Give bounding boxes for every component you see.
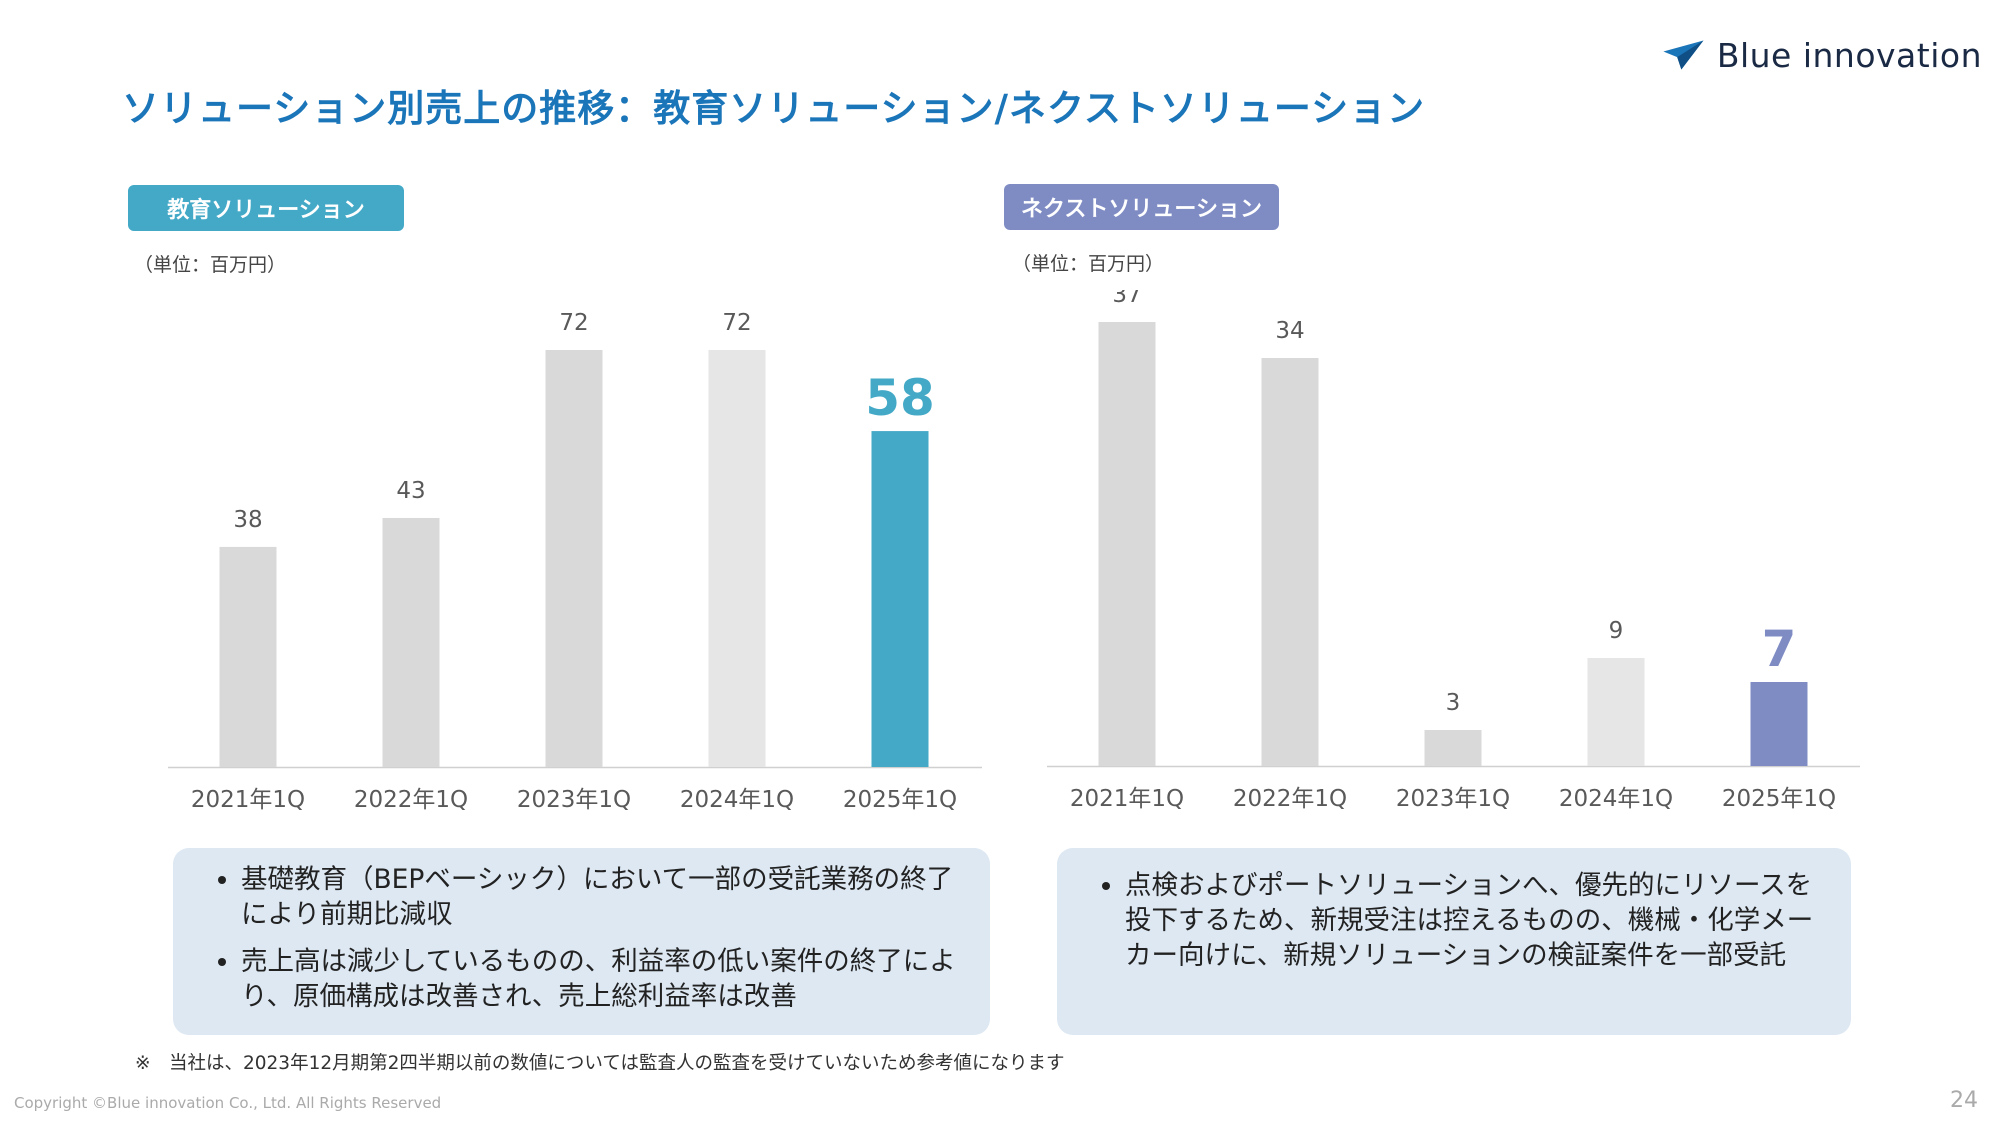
data-label: 7 (1762, 620, 1797, 678)
data-label: 72 (559, 310, 588, 336)
x-tick-label: 2021年1Q (191, 787, 305, 813)
note-item: 売上高は減少しているものの、利益率の低い案件の終了により、原価構成は改善され、売… (241, 944, 960, 1014)
chart-education: 38 2021年1Q 43 2022年1Q 72 2023年1Q 72 2024年1Q 58 20… (160, 290, 1000, 830)
x-tick-label: 2024年1Q (1559, 786, 1673, 812)
bar-2024年1Q (1587, 658, 1645, 766)
section-label-education: 教育ソリューション (128, 185, 404, 231)
bar-2022年1Q (1261, 358, 1319, 766)
note-item: 点検およびポートソリューションへ、優先的にリソースを投下するため、新規受注は控え… (1125, 868, 1821, 973)
x-tick-label: 2023年1Q (517, 787, 631, 813)
bar-2021年1Q (1098, 322, 1156, 766)
company-logo: Blue innovation (1662, 30, 1982, 80)
data-label: 9 (1609, 618, 1624, 644)
data-label: 38 (233, 507, 262, 533)
x-tick-label: 2023年1Q (1396, 786, 1510, 812)
unit-label-next: （単位：百万円） (1012, 253, 1165, 275)
bar-2023年1Q (545, 350, 603, 767)
chart-education-svg: 38 2021年1Q 43 2022年1Q 72 2023年1Q 72 2024年1Q 58 20… (168, 310, 982, 813)
chart-next-svg: 37 2021年1Q 34 2022年1Q 3 2023年1Q 9 2024年1Q 7 2025年… (1047, 290, 1860, 812)
copyright: Copyright ©Blue innovation Co., Ltd. All… (14, 1094, 442, 1112)
bar-2021年1Q (219, 546, 277, 767)
data-label: 43 (396, 478, 425, 504)
section-label-next: ネクストソリューション (1004, 184, 1279, 230)
note-item: 基礎教育（BEPベーシック）において一部の受託業務の終了により前期比減収 (241, 862, 960, 932)
x-tick-label: 2022年1Q (354, 787, 468, 813)
unit-label-education: （単位：百万円） (134, 254, 287, 276)
x-tick-label: 2024年1Q (680, 787, 794, 813)
note-list-education: 基礎教育（BEPベーシック）において一部の受託業務の終了により前期比減収 売上高… (213, 862, 960, 1014)
note-list-next: 点検およびポートソリューションへ、優先的にリソースを投下するため、新規受注は控え… (1097, 868, 1821, 973)
bar-2025年1Q (1750, 682, 1808, 766)
page-title: ソリューション別売上の推移：教育ソリューション/ネクストソリューション (122, 87, 1426, 130)
bar-2025年1Q (871, 431, 929, 767)
page-number: 24 (1950, 1088, 1978, 1113)
footnote: ※ 当社は、2023年12月期第2四半期以前の数値については監査人の監査を受けて… (135, 1053, 1065, 1074)
note-box-next: 点検およびポートソリューションへ、優先的にリソースを投下するため、新規受注は控え… (1057, 848, 1851, 1035)
logo-mark-icon (1663, 40, 1704, 70)
bar-2024年1Q (708, 350, 766, 767)
x-tick-label: 2025年1Q (1722, 786, 1836, 812)
bar-2022年1Q (382, 517, 440, 767)
logo-text: Blue innovation (1716, 35, 1982, 75)
x-tick-label: 2025年1Q (843, 787, 957, 813)
bar-2023年1Q (1424, 730, 1482, 766)
data-label: 72 (722, 310, 751, 336)
chart-next: 37 2021年1Q 34 2022年1Q 3 2023年1Q 9 2024年1Q 7 2025年… (1040, 290, 1880, 830)
data-label: 34 (1275, 318, 1304, 344)
x-tick-label: 2022年1Q (1233, 786, 1347, 812)
data-label: 37 (1112, 290, 1141, 308)
x-tick-label: 2021年1Q (1070, 786, 1184, 812)
data-label: 3 (1446, 690, 1461, 716)
data-label: 58 (865, 369, 935, 427)
note-box-education: 基礎教育（BEPベーシック）において一部の受託業務の終了により前期比減収 売上高… (173, 848, 990, 1035)
